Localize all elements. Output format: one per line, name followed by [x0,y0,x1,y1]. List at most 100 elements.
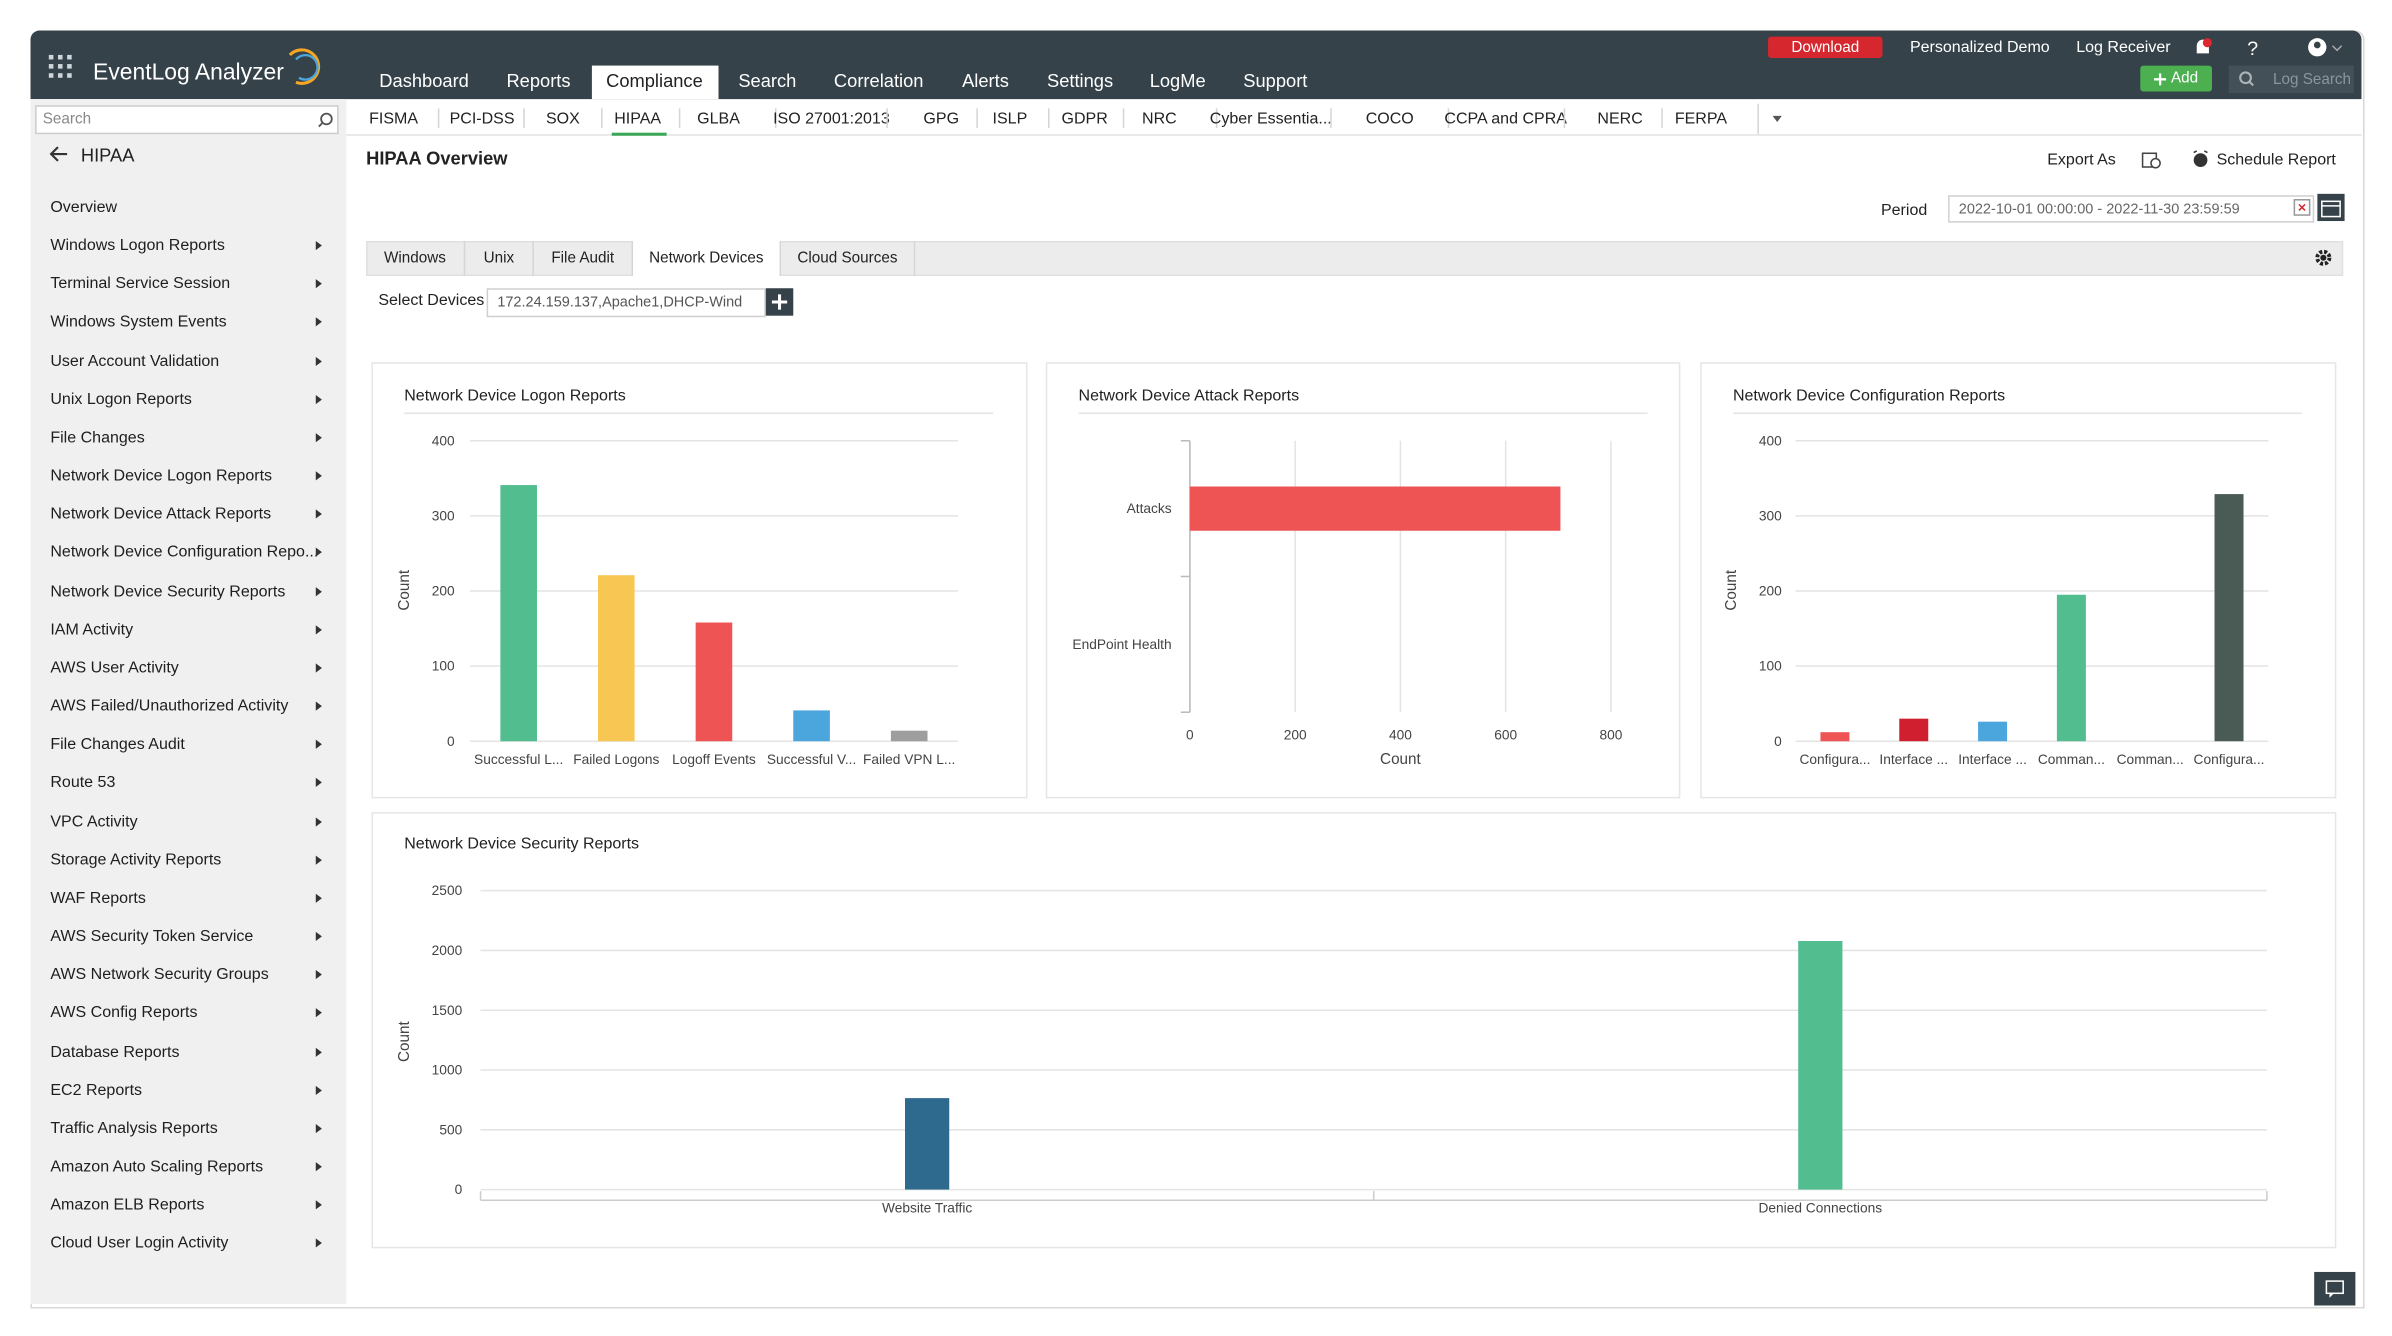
device-tab[interactable]: Unix [465,240,534,277]
bar [597,575,635,742]
compliance-tab[interactable]: HIPAA [614,109,662,129]
export-icon[interactable] [2140,149,2161,170]
compliance-tab[interactable]: FISMA [369,109,419,129]
nav-item[interactable]: Compliance [606,70,703,92]
x-tick-label: 600 [1494,728,1517,743]
apps-icon[interactable] [47,53,74,80]
sidebar-item[interactable]: AWS Config Reports [50,1004,198,1023]
tab-separator [1562,108,1565,129]
sidebar-item[interactable]: Route 53 [50,773,116,793]
compliance-tab[interactable]: CCPA and CPRA [1444,109,1567,129]
bell-icon[interactable] [2191,35,2215,59]
sidebar-item[interactable]: Cloud User Login Activity [50,1234,229,1253]
sidebar-item[interactable]: Traffic Analysis Reports [50,1119,218,1138]
sidebar-item[interactable]: AWS User Activity [50,658,179,677]
sidebar-item[interactable]: Unix Logon Reports [50,389,192,409]
tab-separator [975,108,978,129]
calendar-icon[interactable] [2317,193,2345,222]
compliance-tab[interactable]: NRC [1142,109,1177,129]
help-icon[interactable]: ? [2247,36,2259,60]
chart-title: Network Device Attack Reports [1079,387,1300,404]
sidebar-item[interactable]: AWS Failed/Unauthorized Activity [50,697,289,716]
sidebar-item[interactable]: Overview [50,198,118,217]
sidebar-item[interactable]: Network Device Security Reports [50,581,286,601]
compliance-tab[interactable]: ISO 27001:2013 [773,109,890,129]
sidebar-search[interactable]: Search [35,105,339,135]
back-arrow[interactable] [49,145,70,163]
period-input[interactable]: 2022-10-01 00:00:00 - 2022-11-30 23:59:5… [1948,195,2315,223]
sidebar-item[interactable]: Windows Logon Reports [50,236,225,255]
y-tick-label: 300 [432,508,455,523]
nav-item[interactable]: Search [738,70,797,92]
clear-icon[interactable] [2293,198,2311,216]
log-receiver[interactable]: Log Receiver [2076,38,2171,57]
compliance-tab[interactable]: ISLP [992,109,1028,129]
nav-item[interactable]: Dashboard [379,70,469,92]
compliance-tab[interactable]: GLBA [697,109,740,129]
y-tick-label: 300 [1759,508,1782,523]
select-devices-input[interactable]: 172.24.159.137,Apache1,DHCP-Wind [486,288,766,318]
sidebar-item[interactable]: Amazon ELB Reports [50,1196,205,1215]
sidebar-item[interactable]: WAF Reports [50,888,146,908]
bar [1798,941,1843,1190]
sidebar-item[interactable]: Database Reports [50,1042,180,1061]
compliance-tab[interactable]: NERC [1597,109,1643,129]
device-tab[interactable]: Windows [366,240,466,277]
active-tab-underline [611,132,667,136]
add-button[interactable]: Add [2140,65,2212,92]
nav-item[interactable]: Correlation [833,70,924,92]
device-tab[interactable]: Network Devices [633,240,782,277]
schedule-report[interactable]: Schedule Report [2216,150,2336,170]
x-tick-label: Interface ... [1958,752,2027,767]
sidebar-item[interactable]: Storage Activity Reports [50,850,222,869]
bar [2056,594,2086,742]
device-tab[interactable]: File Audit [534,240,634,277]
download-button[interactable]: Download [1768,36,1883,58]
nav-item[interactable]: Settings [1046,70,1114,92]
chat-button[interactable] [2314,1271,2356,1306]
personalized-demo[interactable]: Personalized Demo [1909,38,2050,57]
export-as[interactable]: Export As [2047,150,2116,170]
chart-title: Network Device Security Reports [404,836,639,853]
user-icon[interactable] [2307,37,2344,58]
sidebar-item[interactable]: Terminal Service Session [50,274,231,294]
bar [1978,721,2008,742]
nav-item[interactable]: Support [1243,70,1308,92]
compliance-tab[interactable]: FERPA [1674,109,1728,129]
log-search[interactable]: Log Search [2228,65,2354,94]
sidebar-item[interactable]: VPC Activity [50,812,138,831]
sidebar-item[interactable]: Network Device Configuration Repo... [50,543,319,562]
compliance-tab[interactable]: PCI-DSS [449,109,515,129]
sidebar-item[interactable]: Amazon Auto Scaling Reports [50,1157,264,1176]
compliance-tab[interactable]: GPG [923,109,960,129]
sidebar-item[interactable]: AWS Network Security Groups [50,965,269,985]
sidebar-item[interactable]: Network Device Logon Reports [50,466,273,486]
compliance-tab[interactable]: Cyber Essentia... [1209,109,1332,129]
add-device-button[interactable] [765,288,794,316]
sidebar-item[interactable]: File Changes Audit [50,735,185,754]
settings-icon[interactable] [2314,249,2332,267]
tab-separator [522,108,525,129]
device-tab[interactable]: Cloud Sources [781,240,916,277]
x-tick-label: Successful L... [474,752,563,767]
sidebar-item[interactable]: EC2 Reports [50,1080,143,1100]
bar [793,710,830,742]
more-tabs[interactable] [1757,103,1795,135]
nav-item[interactable]: LogMe [1149,70,1206,92]
sidebar-item[interactable]: File Changes [50,428,145,447]
x-tick-label: Logoff Events [672,752,756,767]
sidebar-item[interactable]: AWS Security Token Service [50,927,254,946]
sidebar-item[interactable]: Network Device Attack Reports [50,505,272,524]
tab-separator [1047,108,1049,129]
submenu-arrow [315,1239,322,1249]
nav-item[interactable]: Reports [506,70,571,92]
sidebar-item[interactable]: Windows System Events [50,313,227,332]
sidebar-item[interactable]: IAM Activity [50,620,134,639]
compliance-tab[interactable]: GDPR [1061,109,1108,129]
compliance-tab[interactable]: COCO [1365,109,1414,129]
compliance-tab[interactable]: SOX [545,109,580,129]
nav-item[interactable]: Alerts [962,70,1009,92]
x-tick-label: Failed Logons [573,752,659,767]
sidebar-item[interactable]: User Account Validation [50,351,220,370]
